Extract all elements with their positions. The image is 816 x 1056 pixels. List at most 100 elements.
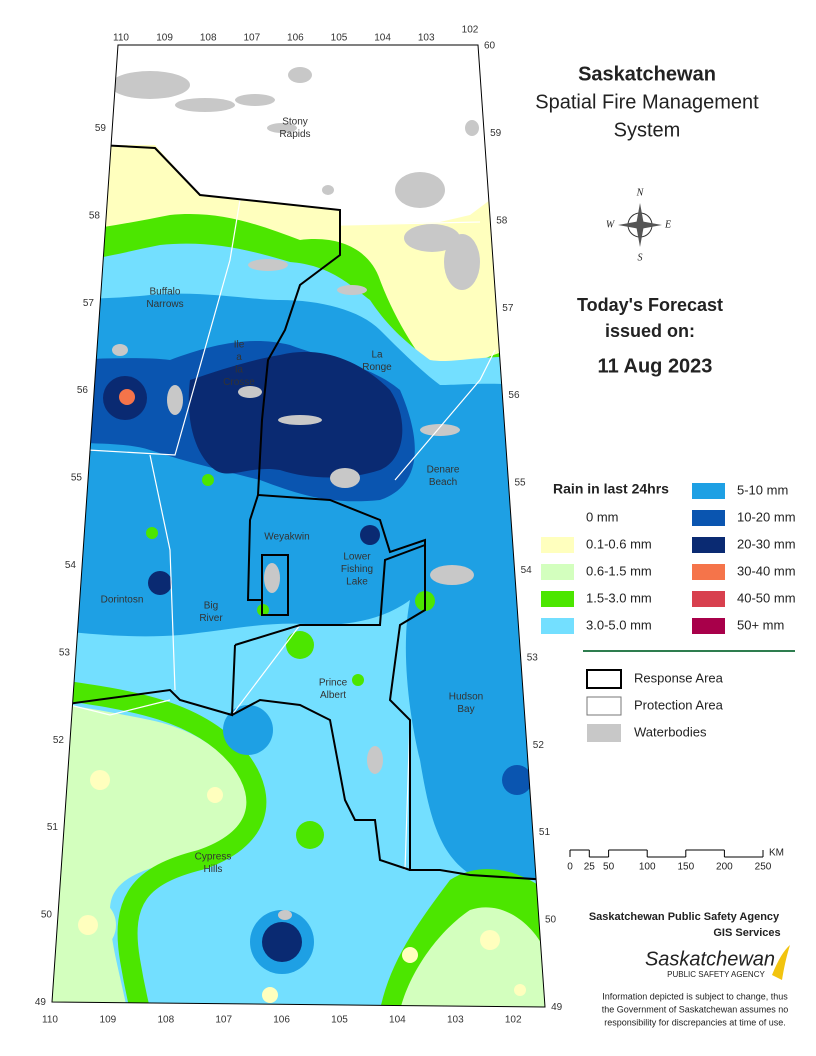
boundary-legend-label: Protection Area	[634, 697, 724, 712]
latitude-label: 59	[95, 123, 107, 134]
latitude-label: 54	[65, 560, 77, 571]
longitude-label: 110	[113, 33, 129, 44]
rain-zone	[188, 351, 403, 478]
place-label: Stony	[282, 117, 308, 128]
latitude-label: 53	[59, 647, 71, 658]
legend-swatch	[692, 564, 725, 580]
latitude-label: 49	[551, 1002, 563, 1013]
logo-mark	[772, 945, 790, 980]
place-label: River	[199, 613, 223, 624]
legend-label: 20-30 mm	[737, 536, 796, 551]
scale-label: 100	[639, 862, 656, 873]
legend-swatch	[692, 618, 725, 634]
response-areas	[59, 144, 545, 881]
forecast-date: 11 Aug 2023	[598, 355, 713, 377]
rain-spot	[286, 631, 314, 659]
rain-spot	[502, 765, 532, 795]
place-label: Lake	[346, 577, 368, 588]
agency-name: Saskatchewan Public Safety Agency	[589, 911, 780, 923]
rain-spot	[402, 947, 418, 963]
place-label: Weyakwin	[264, 532, 309, 543]
longitude-label: 108	[157, 1015, 174, 1026]
place-label: Denare	[427, 465, 460, 476]
place-label: Crosse	[223, 377, 255, 388]
rain-spot	[202, 474, 214, 486]
legend-swatch	[541, 618, 574, 634]
rain-spot	[78, 915, 98, 935]
compass-rose	[618, 203, 662, 247]
compass-letter: S	[638, 252, 643, 263]
place-label: Albert	[320, 690, 346, 701]
longitude-label: 109	[100, 1015, 117, 1026]
map-title: Saskatchewan	[578, 63, 716, 85]
place-label: Hills	[204, 864, 223, 875]
longitude-label: 105	[331, 33, 348, 44]
legend-swatch	[692, 537, 725, 553]
place-label: Fishing	[341, 564, 373, 575]
rain-spot	[514, 984, 526, 996]
latitude-label: 58	[496, 215, 508, 226]
legend-label: 50+ mm	[737, 617, 784, 632]
longitude-label: 107	[243, 33, 260, 44]
rain-spot	[262, 987, 278, 1003]
forecast-heading: Today's Forecast	[577, 295, 723, 315]
scale-label: 25	[584, 862, 596, 873]
legend-title: Rain in last 24hrs	[553, 481, 669, 497]
latitude-label: 55	[71, 473, 83, 484]
legend-swatch	[541, 510, 574, 526]
longitude-label: 102	[462, 25, 479, 36]
legend-swatch	[541, 537, 574, 553]
rain-spot	[223, 705, 273, 755]
rain-spot	[480, 930, 500, 950]
latitude-label: 52	[533, 740, 545, 751]
disclaimer: Information depicted is subject to chang…	[602, 991, 788, 1001]
protection-areas	[69, 199, 496, 871]
protection-swatch	[586, 696, 622, 716]
longitude-label: 104	[389, 1015, 406, 1026]
latitude-label: 58	[89, 210, 101, 221]
longitude-label: 108	[200, 33, 217, 44]
rain-spot	[148, 571, 172, 595]
legend-swatch	[692, 510, 725, 526]
place-label: Narrows	[146, 299, 183, 310]
map-title: Spatial Fire Management	[535, 91, 759, 113]
place-label: Dorintosn	[101, 595, 144, 606]
legend-label: 10-20 mm	[737, 509, 796, 524]
longitude-label: 102	[505, 1015, 522, 1026]
province-outline	[51, 44, 546, 1008]
latitude-label: 49	[35, 997, 47, 1008]
rain-spot	[90, 770, 110, 790]
longitude-label: 109	[156, 33, 173, 44]
latitude-label: 51	[47, 822, 59, 833]
latitude-label: 56	[508, 390, 520, 401]
legend-swatch	[692, 591, 725, 607]
place-label: Beach	[429, 477, 457, 488]
latitude-label: 59	[490, 128, 502, 139]
latitude-label: 53	[527, 652, 539, 663]
longitude-label: 110	[42, 1015, 58, 1026]
rain-spot	[360, 525, 380, 545]
legend-label: 0.1-0.6 mm	[586, 536, 652, 551]
legend-label: 40-50 mm	[737, 590, 796, 605]
compass-letter: W	[606, 219, 616, 230]
legend-swatch	[692, 483, 725, 499]
longitude-label: 103	[418, 33, 435, 44]
place-label: Prince	[319, 678, 348, 689]
rain-spot	[262, 922, 302, 962]
scale-unit: KM	[769, 848, 784, 859]
waterbodies	[110, 67, 480, 920]
rain-spot	[146, 527, 158, 539]
longitude-label: 103	[447, 1015, 464, 1026]
place-label: Big	[204, 601, 218, 612]
place-label: a	[236, 352, 242, 363]
longitude-label: 106	[287, 33, 304, 44]
rain-spot	[119, 389, 135, 405]
scale-label: 50	[603, 862, 615, 873]
compass-letter: E	[664, 219, 671, 230]
place-label: Lower	[343, 552, 371, 563]
latitude-label: 55	[515, 478, 527, 489]
scale-label: 200	[716, 862, 733, 873]
scale-label: 0	[567, 862, 573, 873]
boundary-legend-label: Response Area	[634, 670, 724, 685]
